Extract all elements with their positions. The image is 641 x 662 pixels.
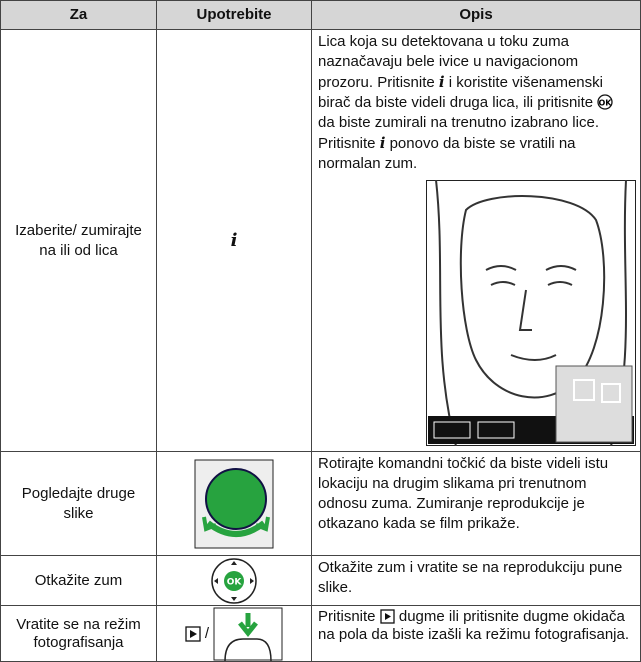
label: Otkažite zum (34, 571, 123, 589)
text: Rotirajte komandni točkić da biste videl… (318, 455, 609, 532)
dial-icon (194, 459, 274, 548)
text: ponovo da biste se vratili na normalan z… (318, 135, 576, 172)
face-illustration (426, 180, 636, 446)
label: Izaberite/ zumirajte na ili od lica (15, 221, 142, 259)
cell: Pritisnite dugme ili pritisnite dugme ok… (312, 606, 641, 662)
cell: Otkažite zum (0, 556, 157, 606)
text: da biste zumirali na trenutno izabrano l… (318, 114, 599, 152)
cell: Rotirajte komandni točkić da biste videl… (312, 452, 641, 556)
text: Lica koja su detektovana u toku zuma naz… (318, 33, 579, 91)
text: Otkažite zum i vratite se na reprodukcij… (318, 559, 623, 596)
cell: i (157, 30, 312, 452)
cell: Pogledajte druge slike (0, 452, 157, 556)
playback-icon (380, 609, 395, 624)
cell: Izaberite/ zumirajte na ili od lica (0, 30, 157, 452)
button-icon: i (230, 229, 238, 251)
separator: / (204, 624, 210, 642)
header-cell: Opis (312, 0, 641, 30)
cell: / (157, 606, 312, 662)
button-icon: i (438, 73, 445, 91)
label: Vratite se na režim fotografisanja (16, 615, 141, 651)
cell: Vratite se na režim fotografisanja (0, 606, 157, 662)
svg-text:OK: OK (227, 577, 243, 587)
text: Pritisnite (318, 608, 376, 625)
ok-icon: OK (597, 94, 613, 110)
shutter-icon (213, 607, 283, 661)
cell: Otkažite zum i vratite se na reprodukcij… (312, 556, 641, 606)
label: Pogledajte druge slike (21, 484, 136, 522)
cell: Lica koja su detektovana u toku zuma naz… (312, 30, 641, 452)
button-icon: i (379, 134, 386, 152)
text: dugme ili pritisnite dugme okidača na po… (318, 608, 630, 643)
cell: OK (157, 556, 312, 606)
paragraph: Lica koja su detektovana u toku zuma naz… (318, 32, 634, 174)
cell (157, 452, 312, 556)
header-cell: Za (0, 0, 157, 30)
playback-icon (185, 625, 201, 642)
multi-selector-icon: OK (211, 557, 257, 604)
header-cell: Upotrebite (157, 0, 312, 30)
svg-text:OK: OK (599, 99, 613, 108)
text: i koristite višenamenski birač da biste … (318, 74, 603, 111)
